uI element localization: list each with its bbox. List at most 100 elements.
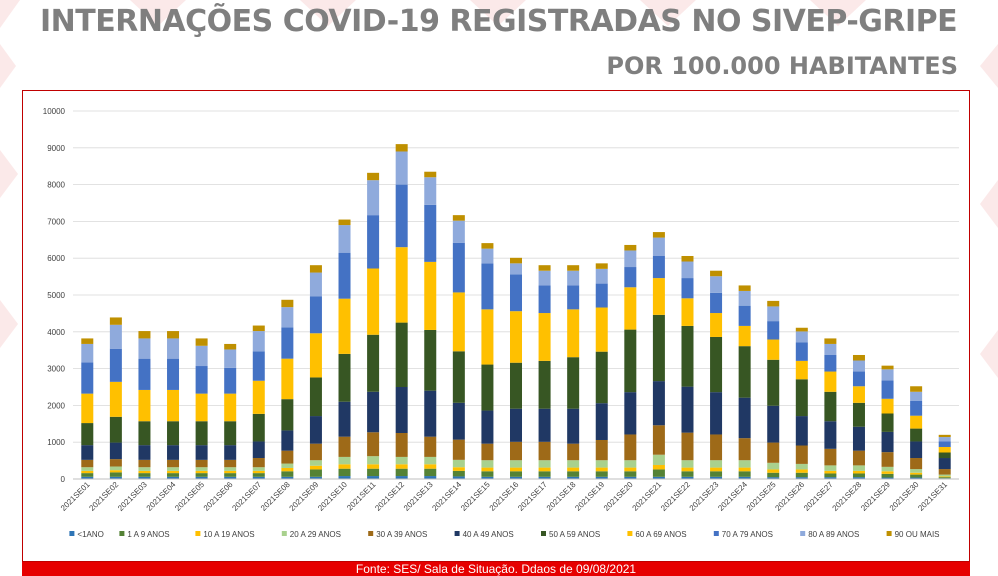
legend-label: 30 A 39 ANOS <box>376 530 427 539</box>
bar-segment <box>109 324 122 349</box>
bar-segment <box>81 362 94 394</box>
legend-label: 40 A 49 ANOS <box>463 530 514 539</box>
source-footer: Fonte: SES/ Sala de Situação. Ddaos de 0… <box>22 562 970 576</box>
bar-stack <box>767 300 780 479</box>
bar-segment <box>767 469 780 473</box>
bar-segment <box>167 445 180 460</box>
y-tick-label: 1000 <box>47 438 65 447</box>
x-tick-label: 2021SE31 <box>916 480 949 513</box>
bar-segment <box>109 317 122 325</box>
bar-segment <box>767 462 780 470</box>
bar-segment <box>567 270 580 286</box>
bar-segment <box>452 459 465 468</box>
bar-segment <box>710 434 723 461</box>
bar-segment <box>767 405 780 443</box>
x-tick-label: 2021SE13 <box>402 480 435 513</box>
bar-segment <box>252 325 265 332</box>
bar-segment <box>767 339 780 360</box>
bar-segment <box>910 386 923 392</box>
bar-segment <box>595 351 608 404</box>
bar-segment <box>910 391 923 401</box>
bar-segment <box>138 331 151 339</box>
bar-stack <box>424 171 437 479</box>
x-tick-label: 2021SE09 <box>288 480 321 513</box>
bar-segment <box>424 390 437 437</box>
x-tick-label: 2021SE29 <box>859 480 892 513</box>
bar-segment <box>138 389 151 422</box>
bar-segment <box>767 300 780 307</box>
bar-segment <box>195 467 208 471</box>
bar-segment <box>424 261 437 330</box>
bar-stack <box>852 354 865 479</box>
bar-segment <box>224 476 237 479</box>
background-triangle <box>980 330 998 378</box>
bar-segment <box>395 468 408 477</box>
bar-segment <box>824 391 837 422</box>
bar-segment <box>624 460 637 468</box>
bar-stack <box>652 232 665 479</box>
bar-segment <box>167 389 180 422</box>
bar-segment <box>795 472 808 478</box>
bar-segment <box>338 401 351 437</box>
bar-segment <box>938 458 951 470</box>
bar-segment <box>538 265 551 271</box>
bar-segment <box>710 476 723 479</box>
legend: <1ANO 1 A 9 ANOS 10 A 19 ANOS 20 A 29 ANOS 3… <box>69 530 940 539</box>
bar-segment <box>81 476 94 479</box>
bar-segment <box>309 443 322 461</box>
legend-item: 90 OU MAIS <box>886 530 940 539</box>
bar-segment <box>81 445 94 460</box>
bar-segment <box>652 255 665 279</box>
bar-segment <box>252 458 265 468</box>
bar-segment <box>824 473 837 478</box>
legend-swatch <box>800 531 806 536</box>
x-tick-label: 2021SE20 <box>602 480 635 513</box>
legend-item: 50 A 59 ANOS <box>541 530 600 539</box>
bar-segment <box>595 263 608 269</box>
bar-segment <box>452 467 465 471</box>
bar-segment <box>452 351 465 403</box>
bar-segment <box>195 459 208 468</box>
bar-segment <box>338 225 351 253</box>
bar-segment <box>167 331 180 339</box>
bar-segment <box>309 272 322 297</box>
bar-segment <box>81 423 94 446</box>
legend-item: 1 A 9 ANOS <box>119 530 170 539</box>
bar-segment <box>395 247 408 323</box>
bar-segment <box>424 436 437 457</box>
bar-segment <box>910 472 923 475</box>
bar-segment <box>767 472 780 478</box>
legend-label: 60 A 69 ANOS <box>635 530 686 539</box>
bar-segment <box>938 446 951 453</box>
bar-segment <box>452 220 465 243</box>
background-triangle <box>470 0 526 26</box>
x-tick-label: 2021SE08 <box>259 480 292 513</box>
bar-segment <box>167 470 180 474</box>
legend-swatch <box>368 531 374 536</box>
bar-stack <box>109 317 122 479</box>
bar-segment <box>281 463 294 468</box>
bar-segment <box>338 464 351 469</box>
bar-segment <box>281 358 294 400</box>
bar-segment <box>81 338 94 344</box>
bar-segment <box>81 393 94 424</box>
bar-segment <box>509 263 523 275</box>
bar-segment <box>109 472 122 477</box>
bar-segment <box>424 464 437 469</box>
bar-segment <box>567 265 580 271</box>
bar-segment <box>167 473 180 477</box>
bar-segment <box>109 442 122 460</box>
bar-segment <box>795 379 808 417</box>
bar-segment <box>795 416 808 446</box>
bar-segment <box>338 298 351 354</box>
bar-segment <box>109 476 122 479</box>
legend-swatch <box>119 531 125 536</box>
bar-segment <box>252 351 265 381</box>
bar-segment <box>509 311 523 363</box>
bar-segment <box>624 467 637 472</box>
bar-segment <box>738 467 751 472</box>
bar-segment <box>595 403 608 440</box>
bar-segment <box>367 268 380 335</box>
bar-segment <box>281 471 294 477</box>
bar-segment <box>167 467 180 471</box>
